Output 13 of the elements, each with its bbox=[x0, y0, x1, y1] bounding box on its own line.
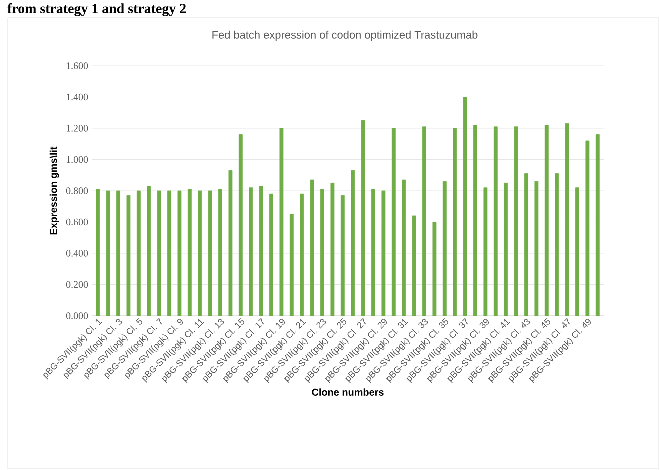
y-tick-label: 0.200 bbox=[66, 281, 88, 288]
y-tick-label: 1.200 bbox=[66, 125, 88, 132]
x-axis-title: Clone numbers bbox=[312, 388, 384, 396]
y-tick-label: 1.400 bbox=[66, 94, 88, 101]
text: from strategy 1 and strategy 2 bbox=[8, 4, 186, 16]
y-tick-label: 0.600 bbox=[66, 218, 88, 226]
y-tick-label: 0.800 bbox=[66, 188, 88, 194]
y-tick-label: 1.600 bbox=[66, 62, 88, 70]
y-tick-label: 0.400 bbox=[66, 250, 88, 257]
y-axis-title: Expression gms\lit bbox=[50, 146, 60, 235]
y-tick-label: 1.000 bbox=[66, 156, 88, 164]
chart-title: Fed batch expression of codon optimized Trastuzumab bbox=[212, 30, 478, 42]
y-tick-label: 0.000 bbox=[66, 312, 88, 320]
